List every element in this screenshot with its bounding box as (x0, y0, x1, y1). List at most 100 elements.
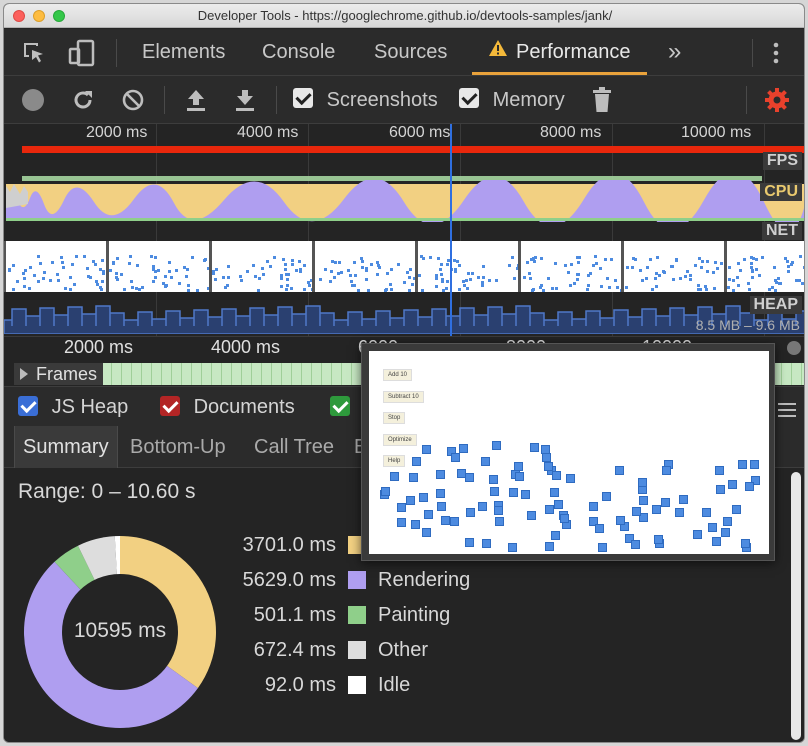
load-profile-icon[interactable] (185, 88, 207, 118)
thumb-square (768, 288, 771, 291)
preview-square (466, 508, 475, 517)
thumb-square (662, 270, 665, 273)
tab-call-tree[interactable]: Call Tree (254, 436, 335, 458)
thumb-square (737, 284, 740, 287)
tab-elements[interactable]: Elements (142, 41, 226, 63)
thumb-square (406, 271, 409, 274)
tab-summary[interactable]: Summary (14, 426, 118, 468)
preview-square (478, 502, 487, 511)
thumb-square (360, 257, 363, 260)
preview-square (715, 466, 724, 475)
device-toolbar-icon[interactable] (68, 39, 96, 67)
screenshot-thumb[interactable] (6, 241, 106, 292)
js-heap-checkbox[interactable]: JS Heap (18, 395, 128, 419)
thumb-square (99, 286, 102, 289)
thumb-square (152, 268, 155, 271)
screenshot-thumb[interactable] (727, 241, 804, 292)
thumb-square (732, 289, 735, 292)
color-swatch (348, 571, 366, 589)
screenshot-thumb[interactable] (418, 241, 518, 292)
thumb-square (136, 264, 139, 267)
thumb-square (377, 264, 380, 267)
thumb-square (594, 255, 597, 258)
summary-ms: 3701.0 ms (242, 534, 336, 556)
thumb-square (774, 279, 777, 282)
save-profile-icon[interactable] (234, 88, 256, 118)
inspect-element-icon[interactable] (22, 41, 46, 65)
tab-bottom-up[interactable]: Bottom-Up (130, 436, 226, 458)
thumb-square (29, 266, 32, 269)
thumb-square (69, 276, 72, 279)
thumb-square (751, 276, 754, 279)
thumb-square (92, 260, 95, 263)
thumb-square (389, 283, 392, 286)
memory-checkbox[interactable]: Memory (459, 76, 565, 124)
thumb-square (257, 289, 260, 292)
flame-tick: 2000 ms (64, 337, 134, 357)
thumb-square (207, 287, 209, 290)
screenshot-thumb[interactable] (315, 241, 415, 292)
reload-record-icon[interactable] (71, 88, 95, 118)
thumb-square (599, 267, 602, 270)
thumb-square (446, 280, 449, 283)
overview-gridline (308, 124, 309, 336)
thumb-square (24, 269, 27, 272)
thumb-square (8, 269, 11, 272)
net-label: NET (762, 222, 802, 240)
thumb-square (310, 279, 312, 282)
thumb-square (16, 280, 19, 283)
thumb-square (261, 267, 264, 270)
summary-row-rendering: 5629.0 ms Rendering (204, 565, 564, 595)
thumb-square (654, 277, 657, 280)
thumb-square (286, 278, 289, 281)
thumb-square (670, 265, 673, 268)
thumb-square (679, 277, 682, 280)
thumb-square (365, 267, 368, 270)
record-icon[interactable] (22, 89, 44, 111)
thumb-square (12, 288, 15, 291)
documents-checkbox[interactable]: Documents (160, 395, 295, 419)
panel-menu-icon[interactable] (778, 400, 796, 423)
thumb-square (732, 279, 735, 282)
tab-sources[interactable]: Sources (374, 41, 448, 63)
thumb-square (130, 280, 133, 283)
preview-square (509, 488, 518, 497)
thumb-square (280, 285, 283, 288)
heap-range: 8.5 MB – 9.6 MB (695, 317, 800, 333)
screenshot-thumb[interactable] (212, 241, 312, 292)
screenshot-thumb[interactable] (624, 241, 724, 292)
thumb-square (390, 288, 393, 291)
more-tabs-button[interactable]: » (668, 38, 682, 65)
popup-button: Help (383, 455, 406, 467)
nodes-checkbox[interactable] (330, 395, 350, 419)
tab-performance[interactable]: Performance (472, 29, 647, 75)
zoom-window-button[interactable] (53, 10, 65, 22)
summary-scrollbar[interactable] (791, 472, 801, 740)
thumb-square (376, 273, 379, 276)
minimize-window-button[interactable] (33, 10, 45, 22)
thumb-square (361, 266, 364, 269)
thumb-square (286, 284, 289, 287)
screenshots-checkbox[interactable]: Screenshots (293, 76, 438, 124)
timeline-overview[interactable]: 2000 ms 4000 ms 6000 ms 8000 ms 10000 ms… (4, 124, 804, 336)
frames-row[interactable]: Frames (14, 363, 104, 385)
thumb-square (784, 257, 787, 260)
thumb-square (240, 279, 243, 282)
preview-square (422, 445, 431, 454)
thumb-square (646, 266, 649, 269)
settings-gear-icon[interactable] (764, 87, 790, 119)
close-window-button[interactable] (13, 10, 25, 22)
kebab-menu-icon[interactable] (770, 41, 782, 65)
summary-row-other: 672.4 ms Other (204, 635, 564, 665)
screenshot-thumb[interactable] (109, 241, 209, 292)
screenshot-thumb[interactable] (521, 241, 621, 292)
thumb-square (421, 289, 424, 292)
thumb-square (787, 265, 790, 268)
preview-square (616, 516, 625, 525)
thumb-square (191, 256, 194, 259)
scroll-dot (787, 341, 801, 355)
clear-icon[interactable] (121, 88, 145, 118)
color-swatch (348, 606, 366, 624)
collect-garbage-icon[interactable] (592, 87, 612, 119)
tab-console[interactable]: Console (262, 41, 336, 63)
